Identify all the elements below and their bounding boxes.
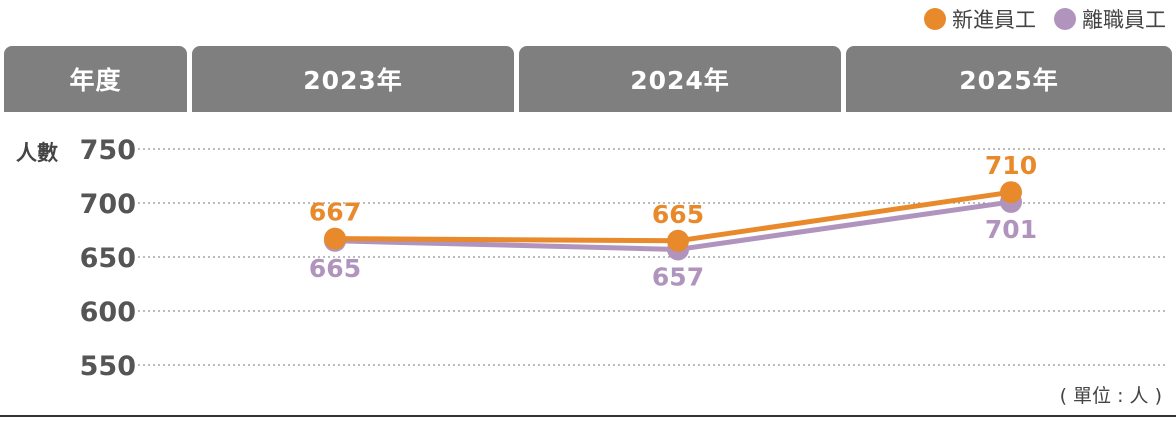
data-label: 701 — [985, 215, 1037, 244]
data-label: 665 — [309, 254, 361, 283]
y-tick-label: 550 — [80, 351, 136, 382]
y-tick-label: 700 — [80, 189, 136, 220]
header-year-2025: 2025年 — [846, 46, 1172, 112]
data-label: 657 — [652, 262, 704, 291]
header-year-2023: 2023年 — [192, 46, 514, 112]
y-tick-label: 650 — [80, 243, 136, 274]
series-layer — [324, 181, 1022, 261]
y-tick-label: 750 — [80, 135, 136, 166]
y-tick-label: 600 — [80, 297, 136, 328]
y-axis-label: 人數 — [16, 141, 58, 165]
legend-dot-leave — [1054, 8, 1076, 30]
legend-label-new: 新進員工 — [952, 8, 1036, 32]
legend-item-new: 新進員工 — [924, 4, 1036, 34]
data-point — [1000, 181, 1022, 204]
legend: 新進員工 離職員工 — [924, 4, 1166, 34]
data-point — [667, 229, 689, 252]
legend-dot-new — [924, 8, 946, 30]
data-label: 665 — [652, 200, 704, 229]
header-year-2024: 2024年 — [519, 46, 841, 112]
data-point — [324, 227, 346, 250]
unit-label: ( 單位 : 人 ) — [1060, 385, 1162, 407]
data-label: 710 — [985, 151, 1037, 180]
legend-label-leave: 離職員工 — [1082, 8, 1166, 32]
label-layer: 750 700 650 600 550 667 665 710 665 657 701 — [80, 135, 1037, 382]
header-year-label: 年度 — [4, 46, 187, 112]
grid-layer — [138, 148, 1168, 366]
data-label: 667 — [309, 198, 361, 227]
legend-item-leave: 離職員工 — [1054, 4, 1166, 34]
